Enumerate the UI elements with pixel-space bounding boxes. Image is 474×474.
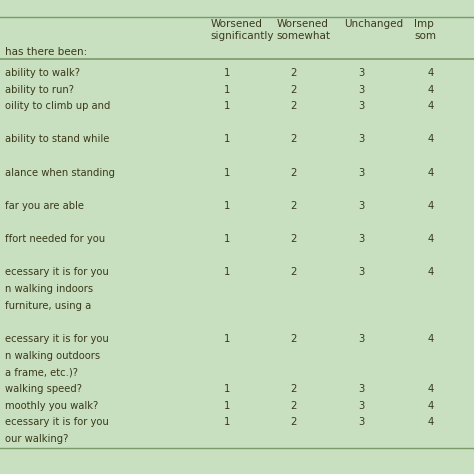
Text: 2: 2	[290, 201, 297, 211]
Text: 1: 1	[224, 201, 230, 211]
Text: Worsened
somewhat: Worsened somewhat	[277, 19, 331, 41]
Text: 4: 4	[428, 417, 434, 427]
Text: 1: 1	[224, 401, 230, 410]
Text: ability to run?: ability to run?	[5, 84, 74, 94]
Text: 1: 1	[224, 417, 230, 427]
Text: 4: 4	[428, 101, 434, 111]
Text: moothly you walk?: moothly you walk?	[5, 401, 98, 410]
Text: ability to stand while: ability to stand while	[5, 135, 109, 145]
Text: a frame, etc.)?: a frame, etc.)?	[5, 367, 78, 377]
Text: 2: 2	[290, 384, 297, 394]
Text: 1: 1	[224, 267, 230, 277]
Text: 2: 2	[290, 334, 297, 344]
Text: 1: 1	[224, 234, 230, 244]
Text: 3: 3	[358, 334, 365, 344]
Text: oility to climb up and: oility to climb up and	[5, 101, 110, 111]
Text: 4: 4	[428, 201, 434, 211]
Text: 1: 1	[224, 168, 230, 178]
Text: 3: 3	[358, 267, 365, 277]
Text: ecessary it is for you: ecessary it is for you	[5, 417, 109, 427]
Text: 1: 1	[224, 135, 230, 145]
Text: 4: 4	[428, 84, 434, 94]
Text: 1: 1	[224, 84, 230, 94]
Text: 2: 2	[290, 267, 297, 277]
Text: has there been:: has there been:	[5, 47, 87, 57]
Text: 4: 4	[428, 168, 434, 178]
Text: 4: 4	[428, 334, 434, 344]
Text: Imp
som: Imp som	[414, 19, 436, 41]
Text: 3: 3	[358, 401, 365, 410]
Text: 4: 4	[428, 401, 434, 410]
Text: walking speed?: walking speed?	[5, 384, 82, 394]
Text: alance when standing: alance when standing	[5, 168, 115, 178]
Text: 2: 2	[290, 68, 297, 78]
Text: Unchanged: Unchanged	[344, 19, 403, 29]
Text: ecessary it is for you: ecessary it is for you	[5, 334, 109, 344]
Text: 4: 4	[428, 384, 434, 394]
Text: 1: 1	[224, 384, 230, 394]
Text: ecessary it is for you: ecessary it is for you	[5, 267, 109, 277]
Text: our walking?: our walking?	[5, 434, 68, 444]
Text: 3: 3	[358, 168, 365, 178]
Text: n walking outdoors: n walking outdoors	[5, 351, 100, 361]
Text: ability to walk?: ability to walk?	[5, 68, 80, 78]
Text: 4: 4	[428, 267, 434, 277]
Text: Worsened
significantly: Worsened significantly	[210, 19, 274, 41]
Text: n walking indoors: n walking indoors	[5, 284, 93, 294]
Text: 3: 3	[358, 84, 365, 94]
Text: 4: 4	[428, 135, 434, 145]
Text: 3: 3	[358, 234, 365, 244]
Text: 1: 1	[224, 68, 230, 78]
Text: far you are able: far you are able	[5, 201, 84, 211]
Text: 2: 2	[290, 417, 297, 427]
Text: 3: 3	[358, 101, 365, 111]
Text: 3: 3	[358, 135, 365, 145]
Text: 2: 2	[290, 135, 297, 145]
Text: 3: 3	[358, 68, 365, 78]
Text: 3: 3	[358, 384, 365, 394]
Text: 3: 3	[358, 201, 365, 211]
Text: 4: 4	[428, 234, 434, 244]
Text: 3: 3	[358, 417, 365, 427]
Text: 4: 4	[428, 68, 434, 78]
Text: 2: 2	[290, 84, 297, 94]
Text: 2: 2	[290, 401, 297, 410]
Text: 2: 2	[290, 101, 297, 111]
Text: 1: 1	[224, 101, 230, 111]
Text: furniture, using a: furniture, using a	[5, 301, 91, 311]
Text: ffort needed for you: ffort needed for you	[5, 234, 105, 244]
Text: 2: 2	[290, 168, 297, 178]
Text: 1: 1	[224, 334, 230, 344]
Text: 2: 2	[290, 234, 297, 244]
